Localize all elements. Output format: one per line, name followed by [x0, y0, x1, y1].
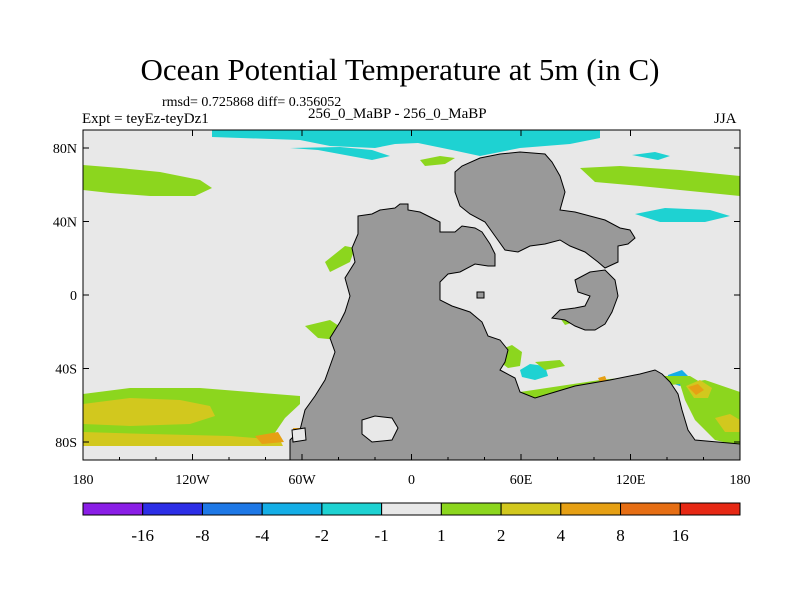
anomaly-green — [420, 156, 455, 166]
colorbar-label: 16 — [672, 526, 689, 545]
colorbar-swatch — [560, 502, 622, 516]
colorbar-label: 1 — [437, 526, 446, 545]
colorbar-swatch — [620, 502, 681, 516]
experiment-label: Expt = teyEz-teyDz1 — [82, 111, 209, 127]
anomaly-arctic-cyan — [632, 152, 670, 160]
anomaly-orange — [255, 432, 284, 444]
x-tick-label: 180 — [73, 473, 94, 488]
colorbar-swatch — [679, 502, 741, 516]
colorbar-swatch — [321, 502, 383, 516]
colorbar-label: -1 — [375, 526, 389, 545]
anomaly-yellow — [83, 432, 283, 446]
colorbar-swatch — [142, 502, 203, 516]
colorbar-label: -16 — [131, 526, 154, 545]
colorbar-swatch — [381, 502, 442, 516]
colorbar-label: 2 — [497, 526, 506, 545]
small-island — [476, 291, 485, 299]
landmass-western — [289, 203, 740, 460]
x-tick-label: 60W — [288, 473, 316, 488]
colorbar: -16 -8 -4 -2 -1 1 2 4 8 16 — [82, 502, 741, 545]
colorbar-swatch — [82, 502, 144, 516]
landmass-island — [550, 269, 619, 331]
anomaly-green — [83, 165, 212, 196]
anomaly-green — [325, 246, 355, 272]
y-tick-label: 40N — [53, 216, 77, 231]
season-label: JJA — [714, 111, 737, 127]
colorbar-label: 8 — [616, 526, 625, 545]
anomaly-orange — [688, 384, 704, 395]
x-tick-label: 120E — [616, 473, 646, 488]
stats-line: rmsd= 0.725868 diff= 0.356052 — [162, 95, 342, 110]
colorbar-swatch — [440, 502, 502, 516]
x-tick-label: 120W — [175, 473, 210, 488]
x-tick-label: 60E — [510, 473, 533, 488]
y-tick-label: 80N — [53, 142, 77, 157]
x-tick-label: 0 — [408, 473, 415, 488]
anomaly-yellow — [715, 414, 740, 432]
colorbar-label: 4 — [557, 526, 566, 545]
y-tick-label: 40S — [55, 363, 77, 378]
colorbar-label: -2 — [315, 526, 329, 545]
anomaly-indian-cyan — [520, 364, 548, 380]
anomaly-arctic-cyan — [290, 147, 390, 160]
colorbar-swatch — [201, 502, 263, 516]
chart-title: Ocean Potential Temperature at 5m (in C) — [140, 52, 660, 87]
anomaly-green — [535, 360, 565, 370]
anomaly-green — [580, 166, 740, 196]
inland-water — [291, 427, 307, 443]
x-tick-label: 180 — [730, 473, 751, 488]
anomaly-yellow — [83, 398, 215, 426]
colorbar-label: -8 — [195, 526, 209, 545]
y-tick-label: 0 — [70, 289, 77, 304]
inland-water — [361, 415, 399, 443]
anomaly-arctic-cyan — [635, 208, 730, 222]
colorbar-swatch — [500, 502, 562, 516]
landmass-eastern — [454, 151, 636, 269]
colorbar-swatch — [261, 502, 323, 516]
case-label: 256_0_MaBP - 256_0_MaBP — [308, 106, 487, 122]
anomaly-arctic-cyan — [212, 130, 600, 156]
colorbar-label: -4 — [255, 526, 270, 545]
y-tick-label: 80S — [55, 436, 77, 451]
